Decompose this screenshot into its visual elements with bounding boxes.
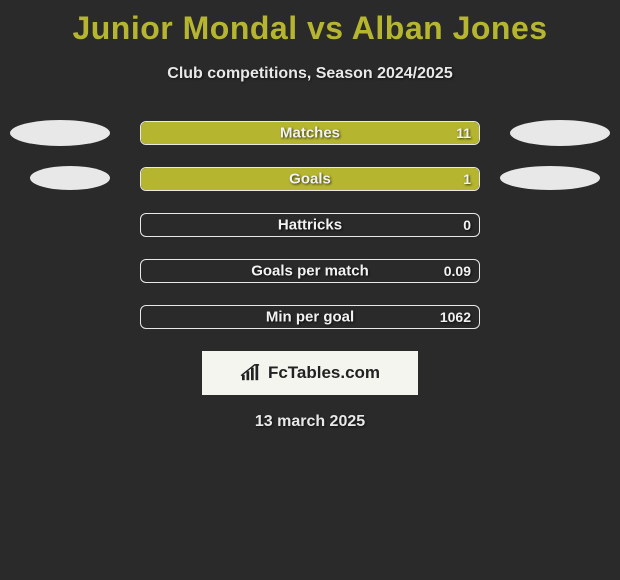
stat-bar: Min per goal 1062 [140,305,480,329]
comparison-chart: Matches 11 Goals 1 Hattricks 0 Goals per… [0,121,620,329]
branding-text: FcTables.com [268,363,380,383]
left-player-oval [10,120,110,146]
stat-value-right: 1 [463,171,471,187]
stat-value-right: 11 [456,125,471,141]
stat-bar: Goals 1 [140,167,480,191]
stat-bar: Goals per match 0.09 [140,259,480,283]
stat-row: Goals 1 [0,167,620,191]
stat-label: Matches [141,125,479,142]
left-player-oval [30,166,110,190]
stat-label: Hattricks [141,217,479,234]
stat-label: Min per goal [141,309,479,326]
date-label: 13 march 2025 [0,413,620,431]
stat-bar: Hattricks 0 [140,213,480,237]
stat-label: Goals [141,171,479,188]
page-title: Junior Mondal vs Alban Jones [0,0,620,47]
bar-chart-icon [240,364,262,382]
stat-row: Matches 11 [0,121,620,145]
stat-value-right: 1062 [440,309,471,325]
stat-row: Hattricks 0 [0,213,620,237]
right-player-oval [510,120,610,146]
stat-row: Goals per match 0.09 [0,259,620,283]
subtitle: Club competitions, Season 2024/2025 [0,65,620,83]
right-player-oval [500,166,600,190]
stat-row: Min per goal 1062 [0,305,620,329]
branding-badge: FcTables.com [202,351,418,395]
stat-bar: Matches 11 [140,121,480,145]
stat-value-right: 0.09 [444,263,471,279]
stat-value-right: 0 [463,217,471,233]
stat-label: Goals per match [141,263,479,280]
